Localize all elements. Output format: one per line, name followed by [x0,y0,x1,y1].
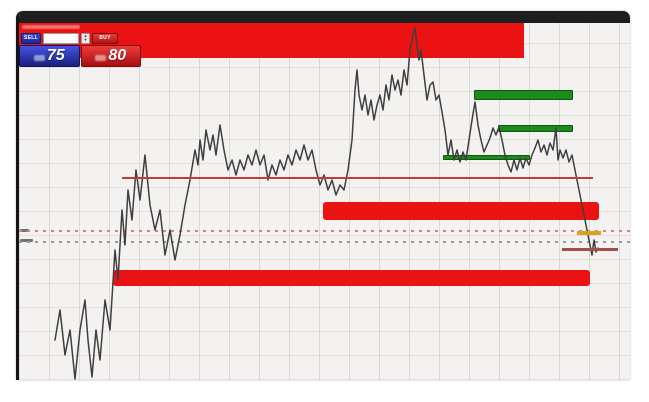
price-series [54,27,599,380]
sell-tag: SELL [21,32,41,44]
price-line [54,27,599,380]
instrument-label [22,25,80,29]
stepper-down-icon[interactable]: ▼ [83,37,88,43]
support-green-3[interactable] [443,155,530,160]
quick-trade-panel: SELL ▲ ▼ BUY 75 80 [19,23,141,67]
level-start-marker [20,239,33,242]
order-controls-row: SELL ▲ ▼ BUY [19,31,141,45]
buy-button[interactable]: 80 [80,45,141,67]
dotted-levels-layer [19,23,630,380]
chart-window: SELL ▲ ▼ BUY 75 80 [16,11,630,380]
buy-tag: BUY [92,32,118,44]
sell-price-prefix [33,55,45,61]
window-title-bar [19,11,630,23]
supply-zone-middle[interactable] [323,202,599,220]
dotted-pink-level [19,230,630,232]
demand-zone-bottom[interactable] [113,270,590,286]
sell-price-value: 75 [46,47,65,64]
dotted-gray-level [19,241,630,243]
price-buttons-row: 75 80 [19,45,141,67]
amount-input[interactable] [43,32,79,44]
resistance-green-1[interactable] [474,90,573,100]
chart-area[interactable]: SELL ▲ ▼ BUY 75 80 [19,23,630,380]
stepper-up-icon[interactable]: ▲ [83,32,88,38]
instrument-label-row [19,23,141,31]
buy-price-prefix [95,55,107,61]
sell-button[interactable]: 75 [19,45,80,67]
amount-stepper: ▲ ▼ [81,32,90,44]
buy-price-value: 80 [108,47,127,64]
